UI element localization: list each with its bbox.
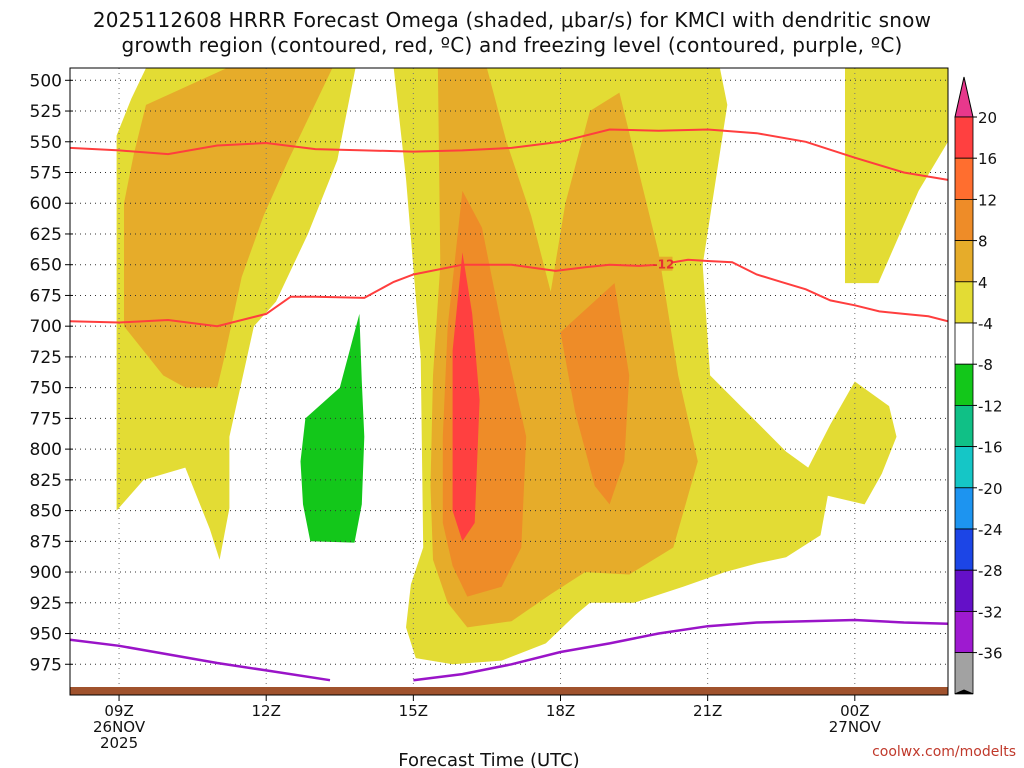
colorbar-segment-9 <box>954 446 974 489</box>
axes: 500 525 550 575 600 625 650 675 700 725 750 775 800 8… <box>30 67 949 768</box>
x-tick-date-09Z: 26NOV <box>93 718 146 736</box>
colorbar-label-13: -36 <box>978 645 1003 663</box>
y-tick-label-575: 575 <box>30 164 62 184</box>
contour-label-bg <box>654 256 673 271</box>
colorbar-label-3: 8 <box>978 233 988 251</box>
omega-region-4-2 <box>845 68 948 284</box>
x-tick-label-12Z: 12Z <box>252 702 281 720</box>
chart-title-line-1: 2025112608 HRRR Forecast Omega (shaded, … <box>92 8 932 32</box>
dgz-contour-0 <box>70 128 948 181</box>
x-tick-label-09Z: 09Z <box>104 702 133 720</box>
x-tick-date-00Z: 27NOV <box>829 718 882 736</box>
colorbar-bottom-arrow <box>954 689 974 695</box>
y-tick-label-600: 600 <box>30 194 62 214</box>
plot-area: -12 <box>70 68 948 695</box>
plot-frame <box>69 67 949 696</box>
colorbar-segment-3 <box>954 198 974 241</box>
colorbar-segment-14 <box>954 652 974 695</box>
y-tick-label-950: 950 <box>30 625 62 645</box>
y-tick-label-700: 700 <box>30 317 62 337</box>
colorbar-segment-2 <box>954 157 974 200</box>
colorbar-segment-4 <box>954 240 974 283</box>
plot-content: -12 <box>70 68 948 695</box>
y-tick-label-975: 975 <box>30 655 62 675</box>
x-tick-year-09Z: 2025 <box>100 734 138 752</box>
y-tick-label-650: 650 <box>30 256 62 276</box>
dgz-contour-1 <box>70 258 948 328</box>
x-tick-label-00Z: 00Z <box>840 702 869 720</box>
x-tick-label-21Z: 21Z <box>693 702 722 720</box>
colorbar-label-12: -32 <box>978 603 1003 621</box>
y-tick-label-800: 800 <box>30 440 62 460</box>
x-axis-label: Forecast Time (UTC) <box>398 750 579 768</box>
colorbar-segment-6 <box>954 322 974 365</box>
x-tick-label-18Z: 18Z <box>546 702 575 720</box>
colorbar-label-10: -24 <box>978 521 1003 539</box>
colorbar-segment-1 <box>954 116 974 159</box>
surface-band <box>70 687 948 695</box>
y-tick-label-525: 525 <box>30 102 62 122</box>
y-tick-label-750: 750 <box>30 379 62 399</box>
y-tick-label-825: 825 <box>30 471 62 491</box>
colorbar-label-5: -4 <box>978 315 993 333</box>
credit-text[interactable]: coolwx.com/modelts <box>872 744 1016 760</box>
colorbar-label-11: -28 <box>978 562 1003 580</box>
y-tick-label-925: 925 <box>30 594 62 614</box>
y-tick-label-550: 550 <box>30 133 62 153</box>
y-tick-label-900: 900 <box>30 563 62 583</box>
colorbar-segment-13 <box>954 611 974 654</box>
y-tick-label-725: 725 <box>30 348 62 368</box>
colorbar: 20 16 12 8 4 -4 -8 -12 -16 -20 -24 -28 -32 -36 <box>954 76 1003 695</box>
colorbar-segment-11 <box>954 528 974 571</box>
colorbar-label-4: 4 <box>978 274 988 292</box>
contour-label: -12 <box>653 258 675 272</box>
freezing-level-0 <box>70 638 331 682</box>
freezing-level-1 <box>413 618 948 682</box>
colorbar-segment-7 <box>954 363 974 406</box>
colorbar-segment-8 <box>954 404 974 447</box>
omega-region-12-6 <box>560 283 630 505</box>
colorbar-top-arrow <box>954 76 974 118</box>
colorbar-segment-5 <box>954 281 974 324</box>
y-tick-label-675: 675 <box>30 286 62 306</box>
x-tick-label-15Z: 15Z <box>399 702 428 720</box>
y-tick-label-775: 775 <box>30 409 62 429</box>
y-tick-label-875: 875 <box>30 532 62 552</box>
colorbar-segment-12 <box>954 569 974 612</box>
colorbar-segment-10 <box>954 487 974 530</box>
colorbar-label-2: 12 <box>978 191 997 209</box>
y-tick-label-625: 625 <box>30 225 62 245</box>
chart-title-line-2: growth region (contoured, red, ºC) and f… <box>121 33 903 57</box>
colorbar-label-9: -20 <box>978 480 1003 498</box>
y-tick-label-850: 850 <box>30 502 62 522</box>
y-tick-label-500: 500 <box>30 71 62 91</box>
omega-region--8-8 <box>300 313 365 543</box>
colorbar-label-8: -16 <box>978 439 1003 457</box>
omega-region-16-7 <box>452 252 480 542</box>
colorbar-label-7: -12 <box>978 397 1003 415</box>
colorbar-label-0: 20 <box>978 109 997 127</box>
colorbar-label-1: 16 <box>978 150 997 168</box>
omega-region-8-3 <box>124 68 333 388</box>
colorbar-label-6: -8 <box>978 356 993 374</box>
